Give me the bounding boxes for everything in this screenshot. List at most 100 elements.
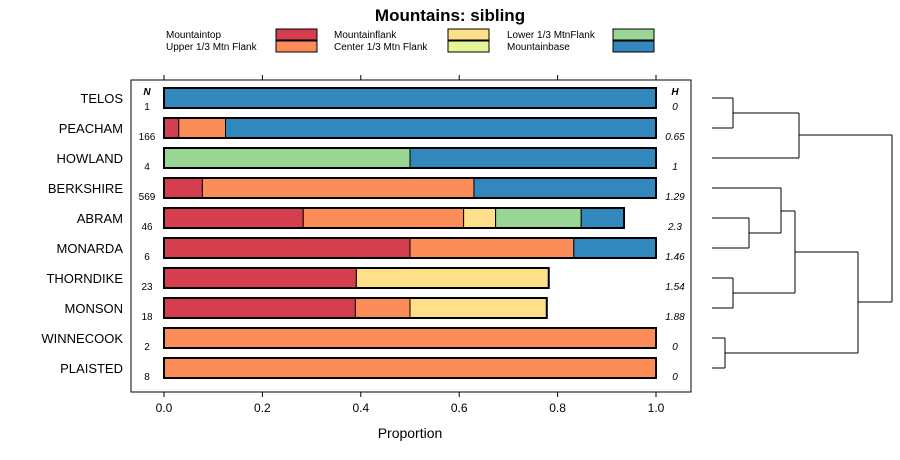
row-label: PEACHAM — [59, 121, 123, 136]
bar-segment — [409, 147, 657, 169]
bar-outline — [163, 297, 548, 319]
plot-frame — [130, 79, 692, 393]
h-value: 0 — [672, 342, 678, 353]
bar-segment — [573, 237, 657, 259]
bar-segment — [473, 177, 657, 199]
dendrogram-branch — [725, 251, 859, 354]
bar-outline — [163, 87, 657, 109]
legend-label: Upper 1/3 Mtn Flank — [166, 42, 258, 53]
h-value: 1 — [672, 162, 678, 173]
legend-swatch — [612, 28, 655, 41]
bar-segment — [163, 267, 357, 289]
n-value: 46 — [141, 222, 153, 233]
bar-segment — [163, 237, 411, 259]
row-label: HOWLAND — [57, 151, 123, 166]
n-value: 18 — [141, 312, 153, 323]
x-tick-label: 0.0 — [156, 401, 173, 415]
bar-segment — [225, 117, 657, 139]
x-tick-label: 1.0 — [648, 401, 665, 415]
bar-rows: TELOS 1 0 PEACHAM 166 0.65 HOWLAND 4 1 BERKSHIRE 5… — [41, 87, 685, 383]
bar-outline — [163, 357, 657, 379]
x-tick-label: 0.2 — [254, 401, 271, 415]
bar-segment — [163, 117, 180, 139]
bar-segment — [580, 207, 625, 229]
legend-swatch — [612, 40, 655, 53]
dendrogram-branch — [712, 217, 750, 249]
n-value: 1 — [144, 102, 150, 113]
x-axis-label: Proportion — [378, 425, 443, 441]
bar-outline — [163, 327, 657, 349]
bar-outline — [163, 237, 657, 259]
row-label: MONSON — [65, 301, 124, 316]
bar-segment — [463, 207, 497, 229]
bar-outline — [163, 117, 657, 139]
dendrogram-branch — [712, 337, 726, 369]
h-header: H — [671, 87, 679, 98]
x-tick-label: 0.8 — [549, 401, 566, 415]
dendrogram-branch — [712, 112, 800, 159]
legend-label: Mountaintop — [166, 30, 221, 41]
row-label: THORNDIKE — [46, 271, 123, 286]
h-value: 1.46 — [665, 252, 685, 263]
n-value: 166 — [139, 132, 156, 143]
dendrogram-branch — [712, 277, 734, 309]
bar-segment — [409, 237, 575, 259]
legend-label: Center 1/3 Mtn Flank — [334, 42, 428, 53]
bar-segment — [163, 297, 356, 319]
bar-outline — [163, 207, 626, 229]
x-tick-label: 0.6 — [451, 401, 468, 415]
bar-segment — [163, 357, 657, 379]
h-value: 0.65 — [665, 132, 685, 143]
row-label: TELOS — [80, 91, 123, 106]
h-value: 1.54 — [665, 282, 685, 293]
row-label: WINNECOOK — [41, 331, 123, 346]
n-header: N — [143, 87, 151, 98]
row-label: PLAISTED — [60, 361, 123, 376]
bar-segment — [354, 297, 411, 319]
chart-title: Mountains: sibling — [375, 6, 525, 25]
bar-outline — [163, 147, 657, 169]
bar-segment — [163, 207, 304, 229]
legend-label: Lower 1/3 MtnFlank — [507, 30, 596, 41]
bar-segment — [409, 297, 548, 319]
h-value: 1.29 — [665, 192, 685, 203]
n-value: 8 — [144, 372, 150, 383]
bar-segment — [302, 207, 465, 229]
bar-segment — [495, 207, 582, 229]
bar-segment — [163, 147, 411, 169]
n-value: 569 — [139, 192, 156, 203]
bar-segment — [201, 177, 475, 199]
legend-label: Mountainbase — [507, 42, 570, 53]
n-value: 4 — [144, 162, 150, 173]
dendrogram-branch — [712, 187, 782, 234]
legend-swatch — [275, 40, 318, 53]
legend-swatch — [275, 28, 318, 41]
bar-outline — [163, 177, 657, 199]
dendrogram-branch — [799, 134, 893, 303]
row-label: MONARDA — [57, 241, 124, 256]
n-value: 23 — [141, 282, 153, 293]
row-label: BERKSHIRE — [48, 181, 123, 196]
bar-segment — [163, 177, 203, 199]
h-value: 0 — [672, 102, 678, 113]
bar-segment — [163, 327, 657, 349]
bar-segment — [163, 87, 657, 109]
h-value: 1.88 — [665, 312, 685, 323]
legend-label: Mountainflank — [334, 30, 397, 41]
h-value: 2.3 — [667, 222, 682, 233]
legend-swatch — [447, 28, 490, 41]
h-value: 0 — [672, 372, 678, 383]
dendrogram — [712, 97, 893, 369]
bar-segment — [178, 117, 226, 139]
dendrogram-branch — [733, 210, 796, 294]
bar-outline — [163, 267, 550, 289]
n-value: 2 — [144, 342, 150, 353]
row-label: ABRAM — [77, 211, 123, 226]
x-tick-label: 0.4 — [352, 401, 369, 415]
bar-segment — [355, 267, 550, 289]
x-axis: 0.0 0.2 0.4 0.6 0.8 1.0 — [156, 75, 665, 415]
n-value: 6 — [144, 252, 150, 263]
dendrogram-branch — [712, 97, 734, 129]
